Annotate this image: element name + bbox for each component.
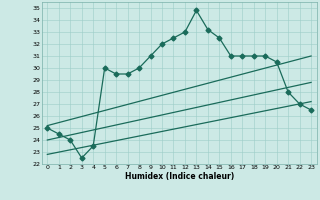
X-axis label: Humidex (Indice chaleur): Humidex (Indice chaleur) — [124, 172, 234, 181]
